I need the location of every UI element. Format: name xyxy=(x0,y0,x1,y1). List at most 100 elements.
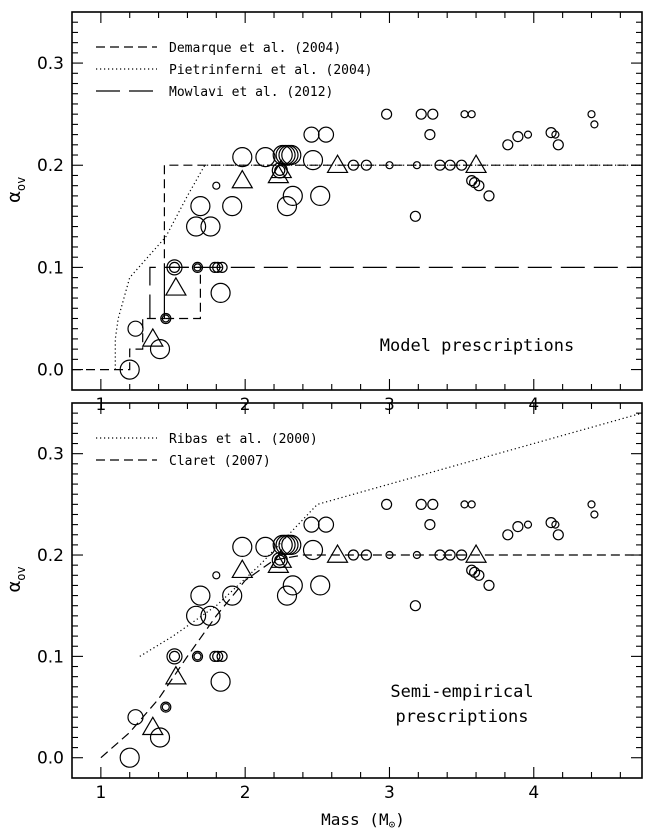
observed-star-circle xyxy=(209,261,221,273)
observed-star-circle xyxy=(415,498,427,510)
observed-star-circle xyxy=(467,110,476,119)
observed-star-circle xyxy=(545,127,557,139)
observed-star-circle xyxy=(186,216,207,237)
observed-star-circle xyxy=(512,131,524,143)
observed-star-circle xyxy=(282,575,303,596)
observed-star-circle xyxy=(347,549,359,561)
observed-star-circle xyxy=(232,147,253,168)
observed-star-circle xyxy=(193,652,202,661)
observed-star-circle xyxy=(210,671,231,692)
observed-star-circle xyxy=(255,536,276,558)
observed-star-circle xyxy=(523,130,533,139)
observed-star-circle xyxy=(200,605,221,626)
observed-star-circle xyxy=(127,709,144,726)
observed-star-circle xyxy=(303,516,320,533)
observed-star-circle xyxy=(385,550,394,560)
observed-star-circle xyxy=(212,571,221,580)
observed-star-circle xyxy=(191,650,204,663)
observed-star-circle xyxy=(276,585,298,606)
observed-cluster-triangle xyxy=(141,327,164,347)
observed-star-circle xyxy=(127,320,144,337)
observed-star-circle xyxy=(545,516,557,529)
observed-star-circle xyxy=(222,585,243,606)
observed-star-circle xyxy=(119,747,140,768)
observed-star-circle xyxy=(160,312,172,325)
observed-star-circle xyxy=(216,261,228,273)
observed-star-circle xyxy=(590,120,599,129)
observed-star-circle xyxy=(303,126,320,143)
x-tick-label: 1 xyxy=(95,783,106,803)
observed-cluster-triangle xyxy=(164,276,187,296)
observed-star-circle xyxy=(415,108,427,120)
observed-star-circle xyxy=(161,702,170,712)
legend-label: Mowlavi et al. (2012) xyxy=(169,85,333,100)
observed-cluster-triangle xyxy=(141,716,164,736)
y-tick-label: 0.3 xyxy=(37,445,64,465)
panel-annotation: prescriptions xyxy=(395,707,528,727)
y-tick-label: 0.2 xyxy=(37,546,64,566)
observed-star-circle xyxy=(473,180,485,192)
legend-label: Ribas et al. (2000) xyxy=(169,432,318,447)
plot-frame xyxy=(71,11,643,391)
observed-star-circle xyxy=(552,139,564,151)
panel-semi-empirical-prescriptions: 1 2 3 4 0.0 0.1 0.2 0.3 αov Ribas et al. (2000) Cl… xyxy=(3,402,643,803)
observed-star-circle xyxy=(466,564,478,576)
plot-frame xyxy=(71,402,643,779)
observed-star-circle xyxy=(255,147,276,168)
observed-star-circle xyxy=(212,261,224,273)
observed-star-circle xyxy=(467,500,476,509)
observed-star-circle xyxy=(412,550,421,560)
observed-star-circle xyxy=(212,650,224,663)
observed-cluster-triangle xyxy=(465,154,488,174)
observed-star-circle xyxy=(190,585,211,606)
legend-label: Demarque et al. (2004) xyxy=(169,41,341,56)
observed-star-circle xyxy=(310,185,331,206)
observed-star-circle xyxy=(168,650,181,663)
panel-annotation: Model prescriptions xyxy=(380,336,574,356)
observed-star-circle xyxy=(232,536,253,558)
observed-star-circle xyxy=(360,549,372,561)
observed-star-circle xyxy=(552,529,564,541)
y-axis-title: αov xyxy=(3,566,28,592)
observed-star-circle xyxy=(590,510,599,519)
observed-star-circle xyxy=(523,520,533,529)
observed-star-circle xyxy=(149,727,171,748)
y-tick-label: 0.0 xyxy=(37,749,64,769)
observed-star-circle xyxy=(168,261,181,273)
observed-star-circle xyxy=(222,196,243,217)
observed-star-circle xyxy=(166,648,183,665)
observed-star-circle xyxy=(409,210,421,222)
observed-star-circle xyxy=(551,130,560,139)
y-tick-label: 0.1 xyxy=(37,647,64,667)
y-tick-label: 0.3 xyxy=(37,54,64,74)
series-line xyxy=(139,412,643,657)
observed-cluster-triangle xyxy=(270,548,293,568)
observed-cluster-triangle xyxy=(465,543,488,563)
observed-cluster-triangle xyxy=(270,159,293,179)
observed-star-circle xyxy=(282,185,303,206)
observed-star-circle xyxy=(160,701,172,713)
observed-cluster-triangle xyxy=(231,559,254,579)
observed-star-circle xyxy=(191,261,204,273)
x-tick-label: 3 xyxy=(384,783,395,803)
observed-star-circle xyxy=(360,159,372,171)
observed-star-circle xyxy=(502,529,514,541)
observed-star-circle xyxy=(456,159,468,171)
observed-star-circle xyxy=(281,534,302,556)
series-line xyxy=(149,266,642,319)
observed-star-circle xyxy=(347,159,359,171)
legend-label: Claret (2007) xyxy=(169,454,271,469)
observed-cluster-triangle xyxy=(326,154,349,174)
observed-star-circle xyxy=(200,216,221,237)
observed-star-circle xyxy=(427,498,439,510)
observed-star-circle xyxy=(317,126,335,143)
observed-star-circle xyxy=(210,282,231,303)
observed-star-circle xyxy=(186,605,207,626)
y-tick-label: 0.1 xyxy=(37,258,64,278)
observed-star-circle xyxy=(512,520,524,533)
observed-star-circle xyxy=(460,500,469,509)
observed-star-circle xyxy=(460,110,469,119)
observed-star-circle xyxy=(381,498,393,510)
observed-star-circle xyxy=(209,650,221,663)
